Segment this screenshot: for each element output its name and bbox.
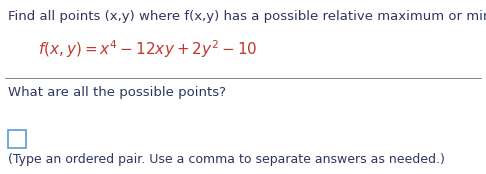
Bar xyxy=(8,130,26,148)
Text: $f(x,y) = x^4 - 12xy + 2y^2 - 10$: $f(x,y) = x^4 - 12xy + 2y^2 - 10$ xyxy=(38,38,258,60)
Text: Find all points (x,y) where f(x,y) has a possible relative maximum or minimum.: Find all points (x,y) where f(x,y) has a… xyxy=(8,10,486,23)
Text: What are all the possible points?: What are all the possible points? xyxy=(8,86,226,99)
Text: (Type an ordered pair. Use a comma to separate answers as needed.): (Type an ordered pair. Use a comma to se… xyxy=(8,153,445,166)
